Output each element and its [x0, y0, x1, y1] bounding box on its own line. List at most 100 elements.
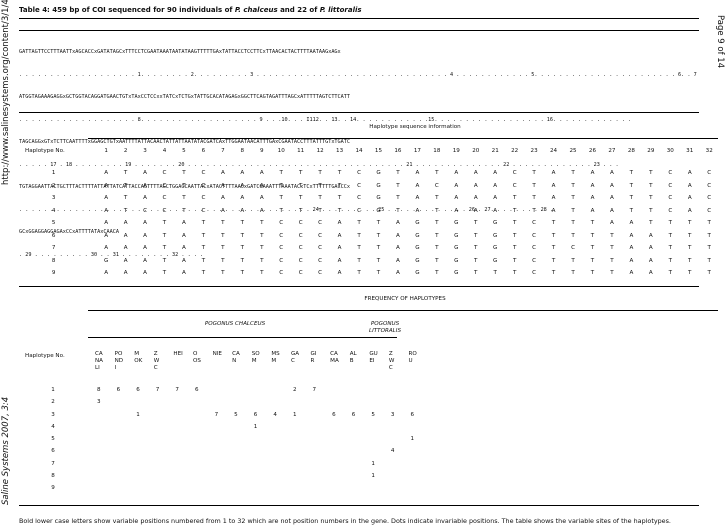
base-cell: A [610, 182, 614, 189]
base-cell: T [512, 220, 517, 226]
frequency-cell [134, 473, 154, 485]
location-name-part: OK [134, 358, 143, 364]
frequency-cell: 7 [175, 387, 179, 393]
base-cell: A [415, 195, 420, 201]
base-cell: T [474, 245, 478, 251]
haplotype-number: 5 [51, 436, 55, 443]
position-header: 21 [491, 148, 499, 154]
base-cell: A [182, 232, 186, 239]
frequency-cell [232, 448, 252, 460]
base-cell: T [590, 232, 595, 239]
base-cell: T [551, 270, 556, 276]
location-name-part: SO [251, 351, 260, 357]
frequency-cell [232, 461, 252, 473]
base-cell: A [104, 270, 109, 276]
base-cell: T [610, 257, 614, 264]
base-cell: T [221, 232, 225, 239]
table-row: 8 G A A T A T T T T C C C A T T A G T G T G T C T T T T A A T T T [19, 258, 719, 271]
base-cell: T [707, 220, 711, 226]
base-cell: C [318, 270, 323, 276]
base-cell: G [415, 220, 420, 226]
section2-heading: FREQUENCY OF HAPLOTYPES [364, 296, 446, 302]
base-cell: C [532, 245, 537, 251]
frequency-cell [409, 461, 429, 473]
base-cell: T [318, 170, 322, 176]
frequency-cell [193, 424, 213, 436]
base-cell: C [162, 207, 167, 214]
base-cell: C [279, 257, 284, 264]
spacer [88, 270, 96, 283]
frequency-cell [173, 461, 193, 473]
frequency-cell: 1 [136, 411, 140, 418]
base-cell: T [240, 220, 245, 226]
base-cell: T [298, 195, 303, 201]
location-name-part [252, 365, 272, 372]
frequency-cell [389, 387, 409, 399]
base-cell: C [707, 195, 712, 201]
base-cell: C [512, 182, 517, 189]
frequency-cell [115, 399, 135, 411]
location-name-part [173, 365, 193, 372]
frequency-cell [213, 424, 233, 436]
frequency-cell: 6 [351, 411, 356, 418]
frequency-cell [389, 473, 409, 485]
base-cell: T [435, 257, 439, 264]
base-cell: A [104, 220, 109, 226]
location-name-part: MS [271, 351, 280, 357]
base-cell: T [376, 232, 381, 239]
location-name-part: EI [369, 358, 375, 364]
base-cell: A [454, 195, 459, 201]
haplotype-number: 1 [51, 387, 55, 393]
frequency-cell [232, 424, 252, 436]
frequency-cell: 8 [97, 387, 101, 393]
base-cell: A [648, 245, 653, 251]
base-cell: C [318, 232, 323, 239]
base-cell: A [396, 220, 400, 226]
base-cell: T [512, 245, 517, 251]
frequency-cell: 6 [116, 387, 121, 393]
frequency-cell [173, 424, 193, 436]
base-cell: T [376, 245, 381, 251]
base-cell: A [123, 232, 128, 239]
frequency-cell [115, 485, 135, 497]
frequency-cell [271, 424, 291, 436]
base-cell: C [162, 195, 167, 201]
base-cell: A [182, 257, 186, 264]
base-cell: G [493, 245, 498, 251]
base-cell: A [143, 195, 147, 201]
base-cell: A [182, 220, 186, 226]
base-cell: T [435, 270, 439, 276]
bottom-rule [19, 505, 699, 506]
base-cell: A [687, 207, 692, 214]
location-header: O OS [193, 351, 213, 387]
base-cell: T [221, 257, 225, 264]
base-cell: T [512, 195, 517, 201]
location-name-part: W [388, 358, 395, 364]
frequency-cell [350, 436, 370, 448]
group-littoralis-label-1: POGONUS [370, 321, 400, 327]
base-cell: A [415, 182, 420, 189]
spacer [87, 351, 95, 387]
article-url[interactable]: http://www.salinesystems.org/content/3/1… [1, 0, 11, 185]
base-cell: A [337, 245, 342, 251]
base-cell: T [688, 270, 692, 276]
location-header: MS M [271, 351, 291, 387]
frequency-cell [330, 387, 350, 399]
frequency-cell: 6 [410, 411, 415, 418]
base-cell: G [415, 257, 420, 264]
base-cell: T [260, 232, 264, 239]
frequency-cell [409, 473, 429, 485]
base-cell: T [668, 232, 672, 239]
base-cell: T [649, 182, 653, 189]
sequence-line: ATGGTAGAAAGAGGxGCTGGTACAGGATGAACTGTxTAxC… [19, 94, 351, 100]
frequency-cell [115, 412, 135, 424]
location-name-part: M [251, 358, 257, 364]
frequency-cell [252, 448, 272, 460]
spacer [88, 148, 96, 170]
base-cell: C [357, 195, 361, 201]
base-cell: T [629, 195, 634, 201]
position-line: . . . . . . . . . . . . . . . . . . . . … [19, 206, 554, 213]
base-cell: A [104, 195, 109, 201]
frequency-cell: 5 [371, 411, 375, 418]
